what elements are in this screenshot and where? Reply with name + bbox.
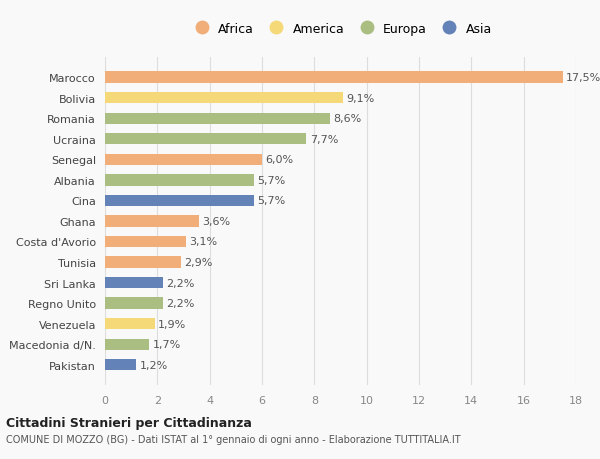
Text: 1,7%: 1,7%: [152, 340, 181, 349]
Text: 1,9%: 1,9%: [158, 319, 186, 329]
Bar: [105, 196, 254, 207]
Bar: [105, 175, 254, 186]
Bar: [105, 73, 563, 84]
Bar: [105, 257, 181, 268]
Text: 8,6%: 8,6%: [333, 114, 361, 124]
Text: 2,2%: 2,2%: [166, 298, 194, 308]
Text: 2,9%: 2,9%: [184, 257, 212, 268]
Text: 5,7%: 5,7%: [257, 196, 286, 206]
Text: 3,6%: 3,6%: [202, 217, 230, 226]
Text: 5,7%: 5,7%: [257, 175, 286, 185]
Text: 7,7%: 7,7%: [310, 134, 338, 145]
Bar: [105, 277, 163, 289]
Text: Cittadini Stranieri per Cittadinanza: Cittadini Stranieri per Cittadinanza: [6, 416, 252, 429]
Bar: [105, 154, 262, 166]
Text: 2,2%: 2,2%: [166, 278, 194, 288]
Text: 1,2%: 1,2%: [140, 360, 168, 370]
Bar: [105, 359, 136, 370]
Bar: [105, 236, 186, 247]
Bar: [105, 298, 163, 309]
Bar: [105, 113, 330, 124]
Bar: [105, 319, 155, 330]
Legend: Africa, America, Europa, Asia: Africa, America, Europa, Asia: [184, 17, 497, 40]
Bar: [105, 216, 199, 227]
Text: 6,0%: 6,0%: [265, 155, 293, 165]
Text: COMUNE DI MOZZO (BG) - Dati ISTAT al 1° gennaio di ogni anno - Elaborazione TUTT: COMUNE DI MOZZO (BG) - Dati ISTAT al 1° …: [6, 434, 461, 443]
Bar: [105, 134, 307, 145]
Bar: [105, 339, 149, 350]
Bar: [105, 93, 343, 104]
Text: 3,1%: 3,1%: [189, 237, 217, 247]
Text: 17,5%: 17,5%: [566, 73, 600, 83]
Text: 9,1%: 9,1%: [346, 94, 374, 103]
